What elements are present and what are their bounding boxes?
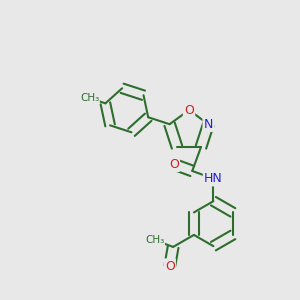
Text: HN: HN xyxy=(204,172,223,185)
Text: CH₃: CH₃ xyxy=(80,93,99,103)
Text: CH₃: CH₃ xyxy=(145,235,164,245)
Text: O: O xyxy=(165,260,175,273)
Text: O: O xyxy=(184,103,194,117)
Text: N: N xyxy=(204,118,213,131)
Text: O: O xyxy=(169,158,179,171)
